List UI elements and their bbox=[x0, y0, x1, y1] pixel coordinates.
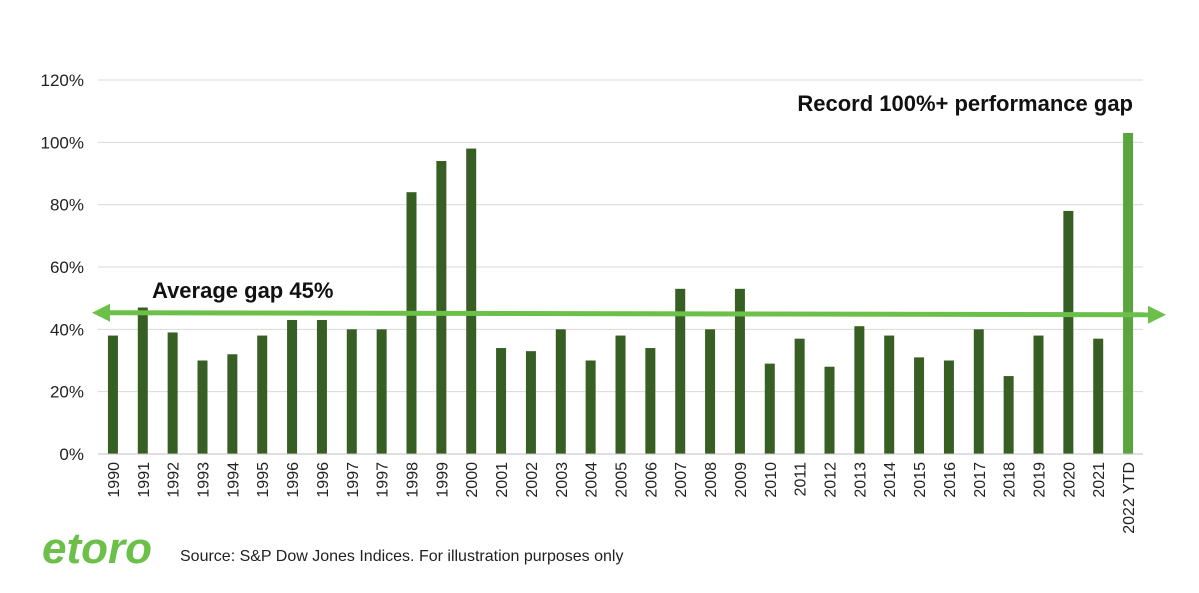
bar bbox=[346, 329, 357, 454]
bar bbox=[705, 329, 716, 454]
bar bbox=[764, 363, 775, 454]
arrow-right-icon bbox=[1148, 305, 1166, 324]
etoro-logo: etoro bbox=[42, 524, 152, 573]
x-tick-label: 1997 bbox=[375, 462, 392, 498]
bar bbox=[167, 332, 178, 454]
bar bbox=[734, 288, 745, 454]
bar bbox=[137, 307, 148, 454]
y-tick-label: 80% bbox=[50, 196, 84, 215]
x-tick-label: 2020 bbox=[1061, 462, 1078, 498]
x-tick-label: 2014 bbox=[882, 462, 899, 498]
x-tick-label: 1994 bbox=[225, 462, 242, 498]
bar bbox=[675, 288, 686, 454]
y-tick-label: 0% bbox=[59, 445, 84, 464]
bar bbox=[496, 348, 507, 454]
y-tick-label: 60% bbox=[50, 258, 84, 277]
x-tick-label: 2002 bbox=[524, 462, 541, 498]
x-tick-label: 2008 bbox=[703, 462, 720, 498]
x-tick-label: 2017 bbox=[972, 462, 989, 498]
average-line-group bbox=[92, 303, 1166, 324]
x-tick-label: 2003 bbox=[554, 462, 571, 498]
bar bbox=[197, 360, 208, 454]
record-label: Record 100%+ performance gap bbox=[797, 91, 1133, 116]
y-tick-label: 120% bbox=[41, 71, 84, 90]
x-tick-label: 2010 bbox=[763, 462, 780, 498]
bar bbox=[884, 335, 895, 454]
x-tick-label: 2019 bbox=[1032, 462, 1049, 498]
bar bbox=[466, 148, 477, 455]
average-line bbox=[103, 310, 1151, 318]
bar bbox=[287, 319, 298, 454]
x-tick-label: 2007 bbox=[673, 462, 690, 498]
bar bbox=[824, 366, 835, 454]
bar bbox=[914, 357, 925, 454]
x-tick-label: 1999 bbox=[434, 462, 451, 498]
bar bbox=[257, 335, 268, 454]
arrow-left-icon bbox=[92, 303, 110, 322]
y-tick-label: 20% bbox=[50, 383, 84, 402]
bar bbox=[615, 335, 626, 454]
bar bbox=[107, 335, 118, 454]
bar bbox=[376, 329, 387, 454]
x-tick-label: 2018 bbox=[1002, 462, 1019, 498]
average-label: Average gap 45% bbox=[152, 278, 333, 303]
x-tick-label: 2015 bbox=[912, 462, 929, 498]
x-tick-label: 1991 bbox=[136, 462, 153, 498]
x-tick-label: 2022 YTD bbox=[1121, 462, 1138, 534]
x-tick-label: 2011 bbox=[793, 462, 810, 497]
bar bbox=[943, 360, 954, 454]
x-tick-label: 2001 bbox=[494, 462, 511, 498]
bar bbox=[1033, 335, 1044, 454]
bar bbox=[1123, 132, 1134, 454]
bar bbox=[854, 326, 865, 454]
x-tick-label: 1990 bbox=[106, 462, 123, 498]
bar bbox=[525, 351, 536, 454]
bars bbox=[107, 132, 1134, 455]
x-tick-label: 1996 bbox=[315, 462, 332, 498]
x-tick-label: 1993 bbox=[196, 462, 213, 498]
x-tick-label: 1997 bbox=[345, 462, 362, 498]
x-tick-label: 1992 bbox=[166, 462, 183, 498]
bar bbox=[436, 161, 447, 455]
y-axis-ticks: 0% 20% 40% 60% 80% 100% 120% bbox=[41, 71, 84, 464]
bar bbox=[1093, 338, 1104, 454]
x-tick-label: 2016 bbox=[942, 462, 959, 498]
x-tick-label: 2021 bbox=[1091, 462, 1108, 498]
x-tick-label: 1998 bbox=[405, 462, 422, 498]
gridlines bbox=[98, 79, 1143, 393]
x-tick-label: 2004 bbox=[584, 462, 601, 498]
x-tick-label: 2000 bbox=[464, 462, 481, 498]
x-tick-label: 2013 bbox=[852, 462, 869, 498]
bar bbox=[794, 338, 805, 454]
bar bbox=[973, 329, 984, 454]
x-tick-label: 2005 bbox=[614, 462, 631, 498]
bar bbox=[227, 354, 238, 454]
x-tick-label: 2009 bbox=[733, 462, 750, 498]
x-tick-label: 2012 bbox=[823, 462, 840, 498]
bar bbox=[316, 319, 327, 454]
bar bbox=[645, 348, 656, 454]
bar bbox=[1003, 376, 1014, 454]
x-tick-label: 2006 bbox=[643, 462, 660, 498]
bar bbox=[406, 192, 417, 454]
y-tick-label: 100% bbox=[41, 133, 84, 152]
bar bbox=[585, 360, 596, 454]
source-note: Source: S&P Dow Jones Indices. For illus… bbox=[180, 548, 623, 565]
y-tick-label: 40% bbox=[50, 320, 84, 339]
x-axis-ticks: 1990 1991 1992 1993 1994 1995 1996 1996 1997 1997… bbox=[106, 462, 1138, 534]
bar bbox=[555, 329, 566, 454]
x-tick-label: 1995 bbox=[255, 462, 272, 498]
x-tick-label: 1996 bbox=[285, 462, 302, 498]
bar bbox=[1063, 210, 1074, 454]
